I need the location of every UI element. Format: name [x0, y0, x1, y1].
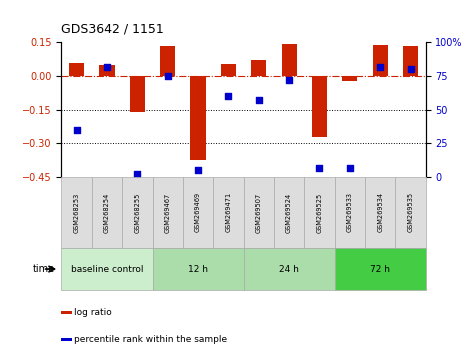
Text: 72 h: 72 h: [370, 264, 390, 274]
Point: [346, 165, 354, 170]
Bar: [92, 177, 122, 248]
Text: GSM268253: GSM268253: [74, 192, 79, 233]
Text: GSM269525: GSM269525: [316, 192, 323, 233]
Bar: [373, 45, 388, 76]
Bar: [221, 64, 236, 76]
Bar: [281, 44, 297, 76]
Bar: [122, 177, 152, 248]
Bar: [99, 65, 114, 76]
Text: percentile rank within the sample: percentile rank within the sample: [73, 335, 227, 344]
Text: GDS3642 / 1151: GDS3642 / 1151: [61, 22, 164, 35]
Bar: [191, 76, 206, 160]
Text: GSM269534: GSM269534: [377, 192, 383, 233]
Bar: [274, 177, 304, 248]
Text: baseline control: baseline control: [71, 264, 143, 274]
Text: GSM268254: GSM268254: [104, 192, 110, 233]
Bar: [365, 177, 395, 248]
Point: [285, 77, 293, 83]
Point: [377, 64, 384, 69]
Bar: [152, 177, 183, 248]
Bar: [69, 63, 84, 76]
Bar: [244, 177, 274, 248]
Bar: [244, 248, 334, 290]
Point: [225, 93, 232, 99]
Point: [133, 171, 141, 177]
Text: time: time: [32, 264, 54, 274]
Bar: [152, 248, 244, 290]
Bar: [342, 76, 358, 81]
Bar: [61, 248, 152, 290]
Point: [164, 73, 172, 79]
Bar: [61, 338, 71, 341]
Point: [194, 167, 202, 173]
Point: [315, 165, 323, 170]
Bar: [183, 177, 213, 248]
Text: GSM269533: GSM269533: [347, 193, 353, 232]
Bar: [61, 311, 71, 314]
Bar: [334, 248, 426, 290]
Text: GSM268255: GSM268255: [134, 192, 140, 233]
Point: [103, 64, 111, 69]
Point: [407, 67, 414, 72]
Bar: [395, 177, 426, 248]
Text: GSM269507: GSM269507: [256, 192, 262, 233]
Text: 24 h: 24 h: [279, 264, 299, 274]
Bar: [304, 177, 334, 248]
Bar: [160, 46, 175, 76]
Point: [255, 97, 263, 103]
Bar: [61, 177, 92, 248]
Point: [73, 127, 80, 133]
Text: GSM269524: GSM269524: [286, 192, 292, 233]
Bar: [334, 177, 365, 248]
Bar: [213, 177, 244, 248]
Text: GSM269535: GSM269535: [408, 192, 413, 233]
Bar: [251, 61, 266, 76]
Text: GSM269471: GSM269471: [226, 192, 231, 233]
Text: 12 h: 12 h: [188, 264, 208, 274]
Text: log ratio: log ratio: [73, 308, 111, 317]
Bar: [312, 76, 327, 137]
Bar: [403, 46, 418, 76]
Bar: [130, 76, 145, 112]
Text: GSM269467: GSM269467: [165, 192, 171, 233]
Text: GSM269469: GSM269469: [195, 192, 201, 233]
